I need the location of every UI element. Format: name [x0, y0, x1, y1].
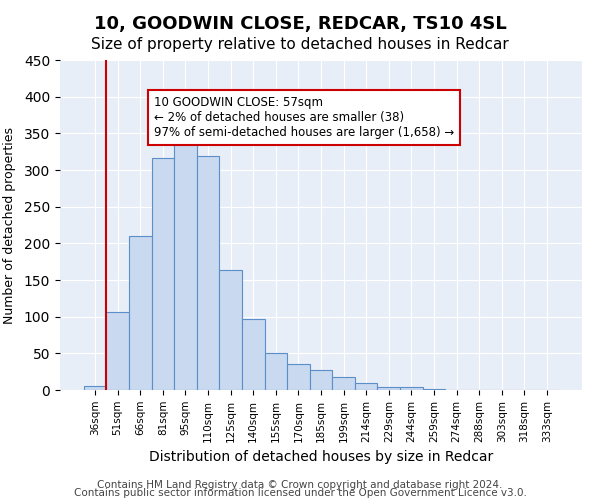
Bar: [152, 158, 174, 390]
Bar: [174, 138, 197, 390]
Text: Size of property relative to detached houses in Redcar: Size of property relative to detached ho…: [91, 38, 509, 52]
Bar: [265, 352, 287, 390]
Bar: [287, 364, 310, 390]
Bar: [332, 377, 355, 390]
Bar: [242, 319, 265, 390]
Bar: [422, 388, 445, 390]
Bar: [310, 370, 332, 390]
Bar: [377, 387, 400, 390]
Text: Contains HM Land Registry data © Crown copyright and database right 2024.: Contains HM Land Registry data © Crown c…: [97, 480, 503, 490]
Text: 10 GOODWIN CLOSE: 57sqm
← 2% of detached houses are smaller (38)
97% of semi-det: 10 GOODWIN CLOSE: 57sqm ← 2% of detached…: [154, 96, 454, 140]
Bar: [220, 270, 242, 390]
Text: Contains public sector information licensed under the Open Government Licence v3: Contains public sector information licen…: [74, 488, 526, 498]
Bar: [400, 387, 422, 390]
Bar: [197, 156, 220, 390]
Bar: [84, 386, 106, 390]
Bar: [355, 384, 377, 390]
Y-axis label: Number of detached properties: Number of detached properties: [2, 126, 16, 324]
Bar: [106, 312, 129, 390]
Bar: [129, 236, 152, 390]
Text: 10, GOODWIN CLOSE, REDCAR, TS10 4SL: 10, GOODWIN CLOSE, REDCAR, TS10 4SL: [94, 15, 506, 33]
X-axis label: Distribution of detached houses by size in Redcar: Distribution of detached houses by size …: [149, 450, 493, 464]
